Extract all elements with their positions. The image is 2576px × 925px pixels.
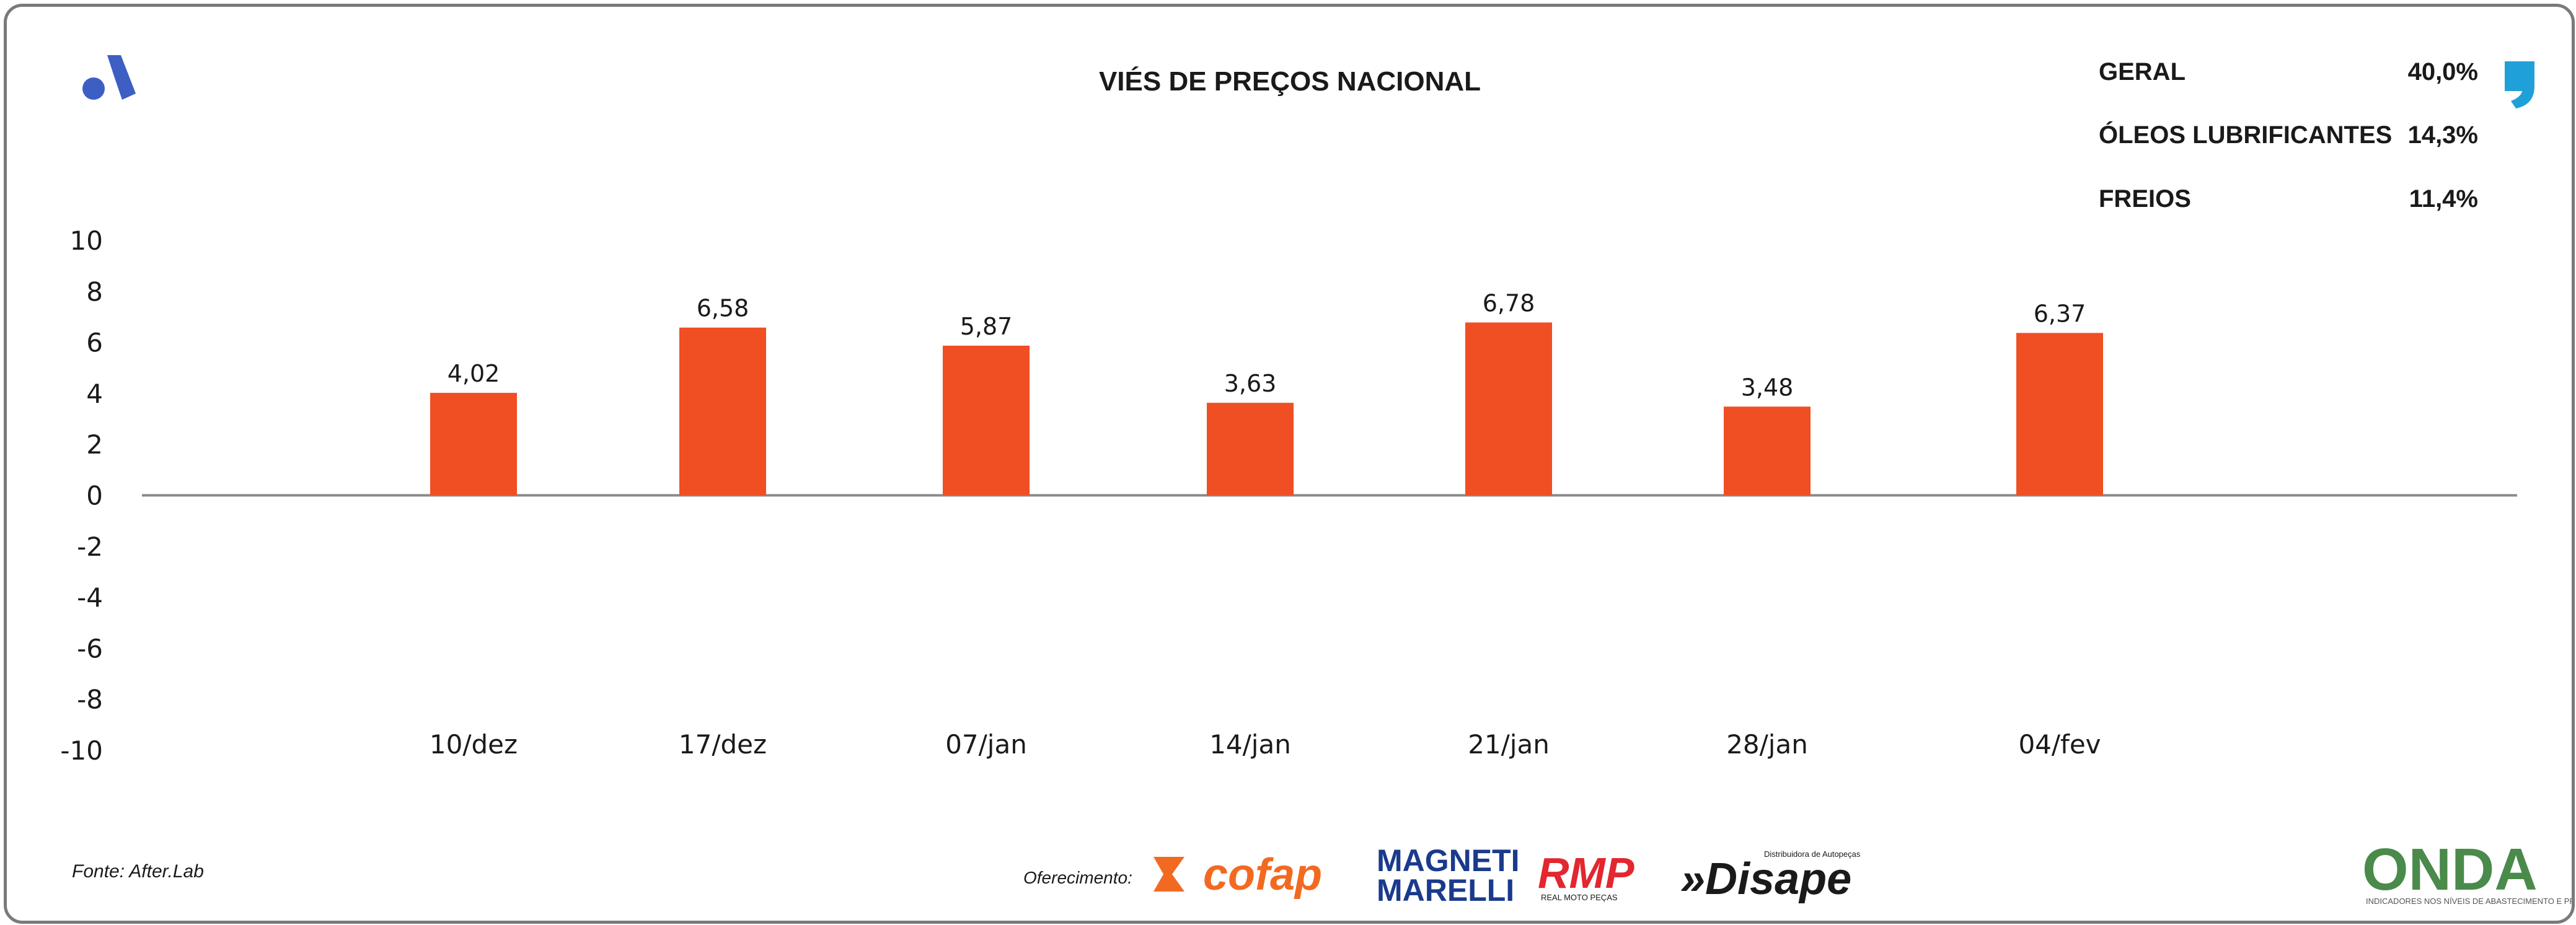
svg-text:Distribuidora de Autopeças: Distribuidora de Autopeças [1764, 849, 1861, 859]
y-tick-label: 10 [70, 226, 103, 256]
svg-text:ONDA: ONDA [2362, 836, 2538, 903]
source-note: Fonte: After.Lab [72, 861, 204, 882]
y-tick-label: -8 [77, 685, 103, 715]
bar [1465, 322, 1552, 496]
magneti-marelli-logo: MAGNETI MARELLI [1377, 843, 1520, 908]
chart-title: VIÉS DE PREÇOS NACIONAL [1099, 66, 1481, 97]
svg-text:»Disape: »Disape [1680, 854, 1851, 904]
x-tick-label: 10/dez [430, 729, 518, 760]
bar-data-label: 6,37 [2034, 300, 2086, 327]
y-tick-label: 6 [86, 328, 103, 358]
svg-text:RMP: RMP [1538, 849, 1634, 897]
sponsor-label: Oferecimento: [1023, 868, 1132, 887]
y-tick-label: -10 [60, 735, 103, 766]
stat-label-oleos: ÓLEOS LUBRIFICANTES [2099, 120, 2392, 149]
bar-data-label: 3,63 [1224, 370, 1277, 397]
svg-text:MAGNETI: MAGNETI [1377, 843, 1520, 878]
bar [679, 327, 766, 496]
x-tick-label: 21/jan [1468, 729, 1550, 760]
quote-mark-icon [2505, 61, 2534, 108]
y-tick-label: 8 [86, 276, 103, 307]
y-tick-label: -4 [77, 582, 103, 613]
stat-label-freios: FREIOS [2099, 185, 2191, 213]
bar-data-label: 3,48 [1741, 374, 1794, 401]
cofap-logo: cofap [1153, 850, 1322, 900]
y-tick-label: 4 [86, 379, 103, 409]
svg-text:cofap: cofap [1203, 850, 1322, 900]
chart-card: VIÉS DE PREÇOS NACIONAL GERAL 40,0% ÓLEO… [4, 4, 2575, 924]
x-axis-ticks: 10/dez 17/dez 07/jan 14/jan 21/jan 28/jan 04/f… [430, 729, 2101, 760]
bar [2016, 333, 2103, 496]
disape-logo: Distribuidora de Autopeças »Disape [1680, 849, 1861, 904]
rmp-logo: RMP REAL MOTO PEÇAS [1538, 849, 1634, 902]
stat-value-geral: 40,0% [2408, 58, 2478, 85]
x-tick-label: 14/jan [1209, 729, 1291, 760]
stats-panel: GERAL 40,0% ÓLEOS LUBRIFICANTES 14,3% FR… [2099, 58, 2478, 213]
y-axis-ticks: 10 8 6 4 2 0 -2 -4 -6 -8 -10 [60, 226, 103, 766]
bar [943, 345, 1030, 496]
bar [1207, 403, 1294, 496]
brand-logo-icon [82, 55, 136, 100]
y-tick-label: 2 [86, 429, 103, 460]
svg-text:REAL MOTO PEÇAS: REAL MOTO PEÇAS [1541, 893, 1618, 902]
y-tick-label: 0 [86, 481, 103, 511]
bar-data-label: 4,02 [448, 360, 500, 387]
bar [1724, 406, 1811, 496]
stat-value-oleos: 14,3% [2408, 121, 2478, 149]
x-tick-label: 17/dez [679, 729, 767, 760]
chart-canvas: VIÉS DE PREÇOS NACIONAL GERAL 40,0% ÓLEO… [60, 55, 2572, 908]
y-tick-label: -2 [77, 532, 103, 562]
bar [430, 393, 517, 496]
bar-data-label: 5,87 [960, 313, 1013, 340]
y-tick-label: -6 [77, 633, 103, 664]
data-labels: 4,02 6,58 5,87 3,63 6,78 3,48 6,37 [448, 290, 2086, 401]
svg-text:INDICADORES NOS NÍVEIS DE ABAS: INDICADORES NOS NÍVEIS DE ABASTECIMENTO … [2366, 897, 2572, 906]
bar-data-label: 6,78 [1483, 290, 1535, 317]
x-tick-label: 07/jan [945, 729, 1027, 760]
onda-logo: ONDA INDICADORES NOS NÍVEIS DE ABASTECIM… [2362, 836, 2572, 906]
stat-label-geral: GERAL [2099, 58, 2186, 85]
bar-series [430, 322, 2103, 496]
svg-text:MARELLI: MARELLI [1377, 873, 1514, 908]
bar-data-label: 6,58 [697, 295, 749, 322]
stat-value-freios: 11,4% [2409, 185, 2478, 213]
x-tick-label: 04/fev [2018, 729, 2101, 760]
x-tick-label: 28/jan [1726, 729, 1808, 760]
